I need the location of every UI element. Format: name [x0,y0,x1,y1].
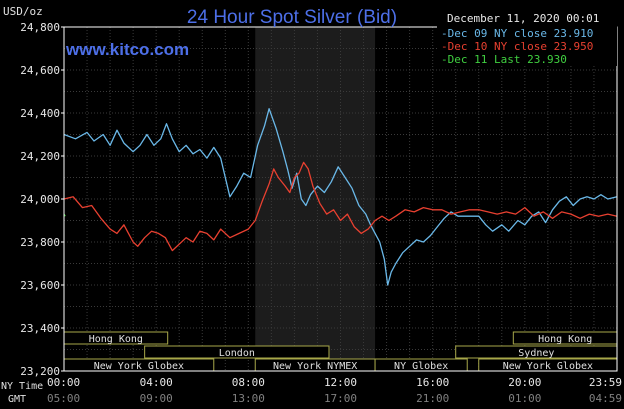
x-tick-label-gmt: 21:00 [416,392,449,405]
y-tick-label: 24,200 [20,150,60,163]
x-tick-label-gmt: 13:00 [232,392,265,405]
x-tick-label-ny: 08:00 [232,376,265,389]
y-tick-label: 23,400 [20,322,60,335]
grid [64,27,617,371]
session-bar [144,345,330,359]
session-label: London [219,348,255,359]
x-tick-label-ny: 00:00 [47,376,80,389]
legend-entry: -Dec 11 Last 23.930 [441,53,567,66]
legend-entry: -Dec 10 NY close 23.950 [441,40,593,53]
session-label: New York Globex [94,361,184,372]
x-tick-label-ny: 20:00 [508,376,541,389]
series-line [63,108,618,286]
y-tick-label: 24,400 [20,107,60,120]
x-tick-label-ny: 12:00 [324,376,357,389]
ny-time-label: NY Time [1,381,43,392]
x-tick-label-ny: 23:59 [589,376,622,389]
nymex-session-highlight [255,27,376,371]
legend: -Dec 09 NY close 23.910-Dec 10 NY close … [441,27,593,66]
y-tick-labels: 24,800 24,600 24,400 24,200 24,000 23,800 23,6… [20,21,64,378]
y-tick-label: 24,000 [20,193,60,206]
legend-entry: -Dec 09 NY close 23.910 [441,27,593,40]
x-tick-label-gmt: 05:00 [47,392,80,405]
date-stamp: December 11, 2020 00:01 [447,12,599,25]
session-label: New York Globex [503,361,593,372]
x-tick-label-ny: 04:00 [140,376,173,389]
gmt-label: GMT [8,394,26,405]
session-label: Sydney [518,348,554,359]
x-tick-label-gmt: 01:00 [508,392,541,405]
y-tick-label: 23,800 [20,236,60,249]
x-tick-label-gmt: 04:59 [589,392,622,405]
trading-sessions: Hong Kong London New York Globex New York N… [63,331,618,372]
y-tick-label: 24,600 [20,64,60,77]
session-label: New York NYMEX [273,361,357,372]
x-tick-label-ny: 16:00 [416,376,449,389]
watermark: www.kitco.com [65,40,189,59]
legend-box [437,26,617,66]
session-label: Hong Kong [538,334,592,345]
y-tick-label: 23,600 [20,279,60,292]
session-label: Hong Kong [89,334,143,345]
y-axis-label: USD/oz [3,5,43,18]
y-tick-label: 23,200 [20,365,60,378]
session-label: NY Globex [394,361,448,372]
x-tick-label-gmt: 09:00 [140,392,173,405]
x-tick-labels: 00:00 05:00 04:00 09:00 08:00 13:00 12:00 17:00… [47,376,622,405]
x-tick-label-gmt: 17:00 [324,392,357,405]
chart-title: 24 Hour Spot Silver (Bid) [187,7,397,28]
y-tick-label: 24,800 [20,21,60,34]
series-line [63,161,618,252]
